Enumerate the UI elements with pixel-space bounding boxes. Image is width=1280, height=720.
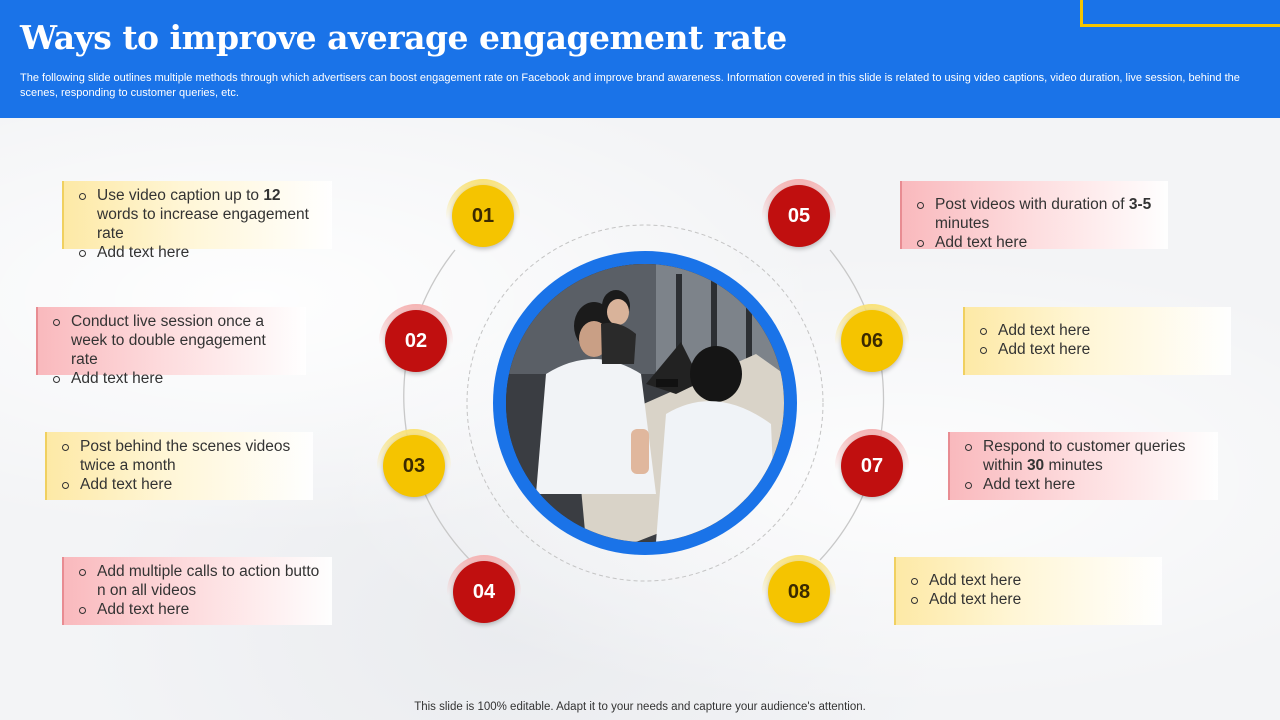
page-subtitle: The following slide outlines multiple me…	[20, 72, 1240, 99]
team-meeting-photo	[506, 264, 784, 542]
step-card-07: Respond to customer queries within 30 mi…	[948, 432, 1218, 500]
step-badge-06: 06	[835, 304, 909, 378]
header-bar: Ways to improve average engagement rate …	[0, 0, 1280, 118]
step-bullet: Add text here	[76, 600, 322, 619]
step-bullet: Add multiple calls to action butto n on …	[76, 562, 322, 600]
page-title: Ways to improve average engagement rate	[20, 18, 787, 57]
step-card-02: Conduct live session once a week to doub…	[36, 307, 306, 387]
step-number: 02	[385, 310, 447, 372]
step-bullet: Respond to customer queries within 30 mi…	[962, 437, 1208, 475]
step-number: 06	[841, 310, 903, 372]
step-bullet: Add text here	[76, 243, 322, 262]
step-bullet: Post videos with duration of 3-5 minutes	[914, 195, 1158, 233]
step-badge-02: 02	[379, 304, 453, 378]
step-bullet: Add text here	[59, 475, 303, 494]
step-bullet: Add text here	[977, 340, 1221, 359]
footer-note: This slide is 100% editable. Adapt it to…	[414, 701, 866, 713]
step-card-05: Post videos with duration of 3-5 minutes…	[900, 181, 1168, 252]
step-bullet: Conduct live session once a week to doub…	[50, 312, 296, 369]
step-badge-01: 01	[446, 179, 520, 253]
left-connector-arc	[403, 249, 471, 561]
step-badge-07: 07	[835, 429, 909, 503]
step-badge-05: 05	[762, 179, 836, 253]
step-bullet: Add text here	[977, 321, 1221, 340]
step-bullet: Add text here	[962, 475, 1208, 494]
step-number: 03	[383, 435, 445, 497]
step-number: 05	[768, 185, 830, 247]
dashed-orbit	[466, 224, 824, 582]
step-badge-03: 03	[377, 429, 451, 503]
step-bullet: Add text here	[50, 369, 296, 388]
step-bullet: Use video caption up to 12 words to incr…	[76, 186, 322, 243]
right-connector-arc	[819, 249, 885, 561]
step-number: 07	[841, 435, 903, 497]
step-number: 04	[453, 561, 515, 623]
step-badge-04: 04	[447, 555, 521, 629]
step-card-04: Add multiple calls to action butto n on …	[62, 557, 332, 625]
step-number: 01	[452, 185, 514, 247]
step-card-08: Add text here Add text here	[894, 557, 1162, 625]
step-bullet: Add text here	[914, 233, 1158, 252]
step-bullet: Add text here	[908, 590, 1152, 609]
step-bullet: Add text here	[908, 571, 1152, 590]
step-card-06: Add text here Add text here	[963, 307, 1231, 375]
step-number: 08	[768, 561, 830, 623]
step-badge-08: 08	[762, 555, 836, 629]
header-accent-frame	[1080, 0, 1280, 27]
step-bullet: Post behind the scenes videos twice a mo…	[59, 437, 303, 475]
step-card-01: Use video caption up to 12 words to incr…	[62, 181, 332, 261]
step-card-03: Post behind the scenes videos twice a mo…	[45, 432, 313, 500]
